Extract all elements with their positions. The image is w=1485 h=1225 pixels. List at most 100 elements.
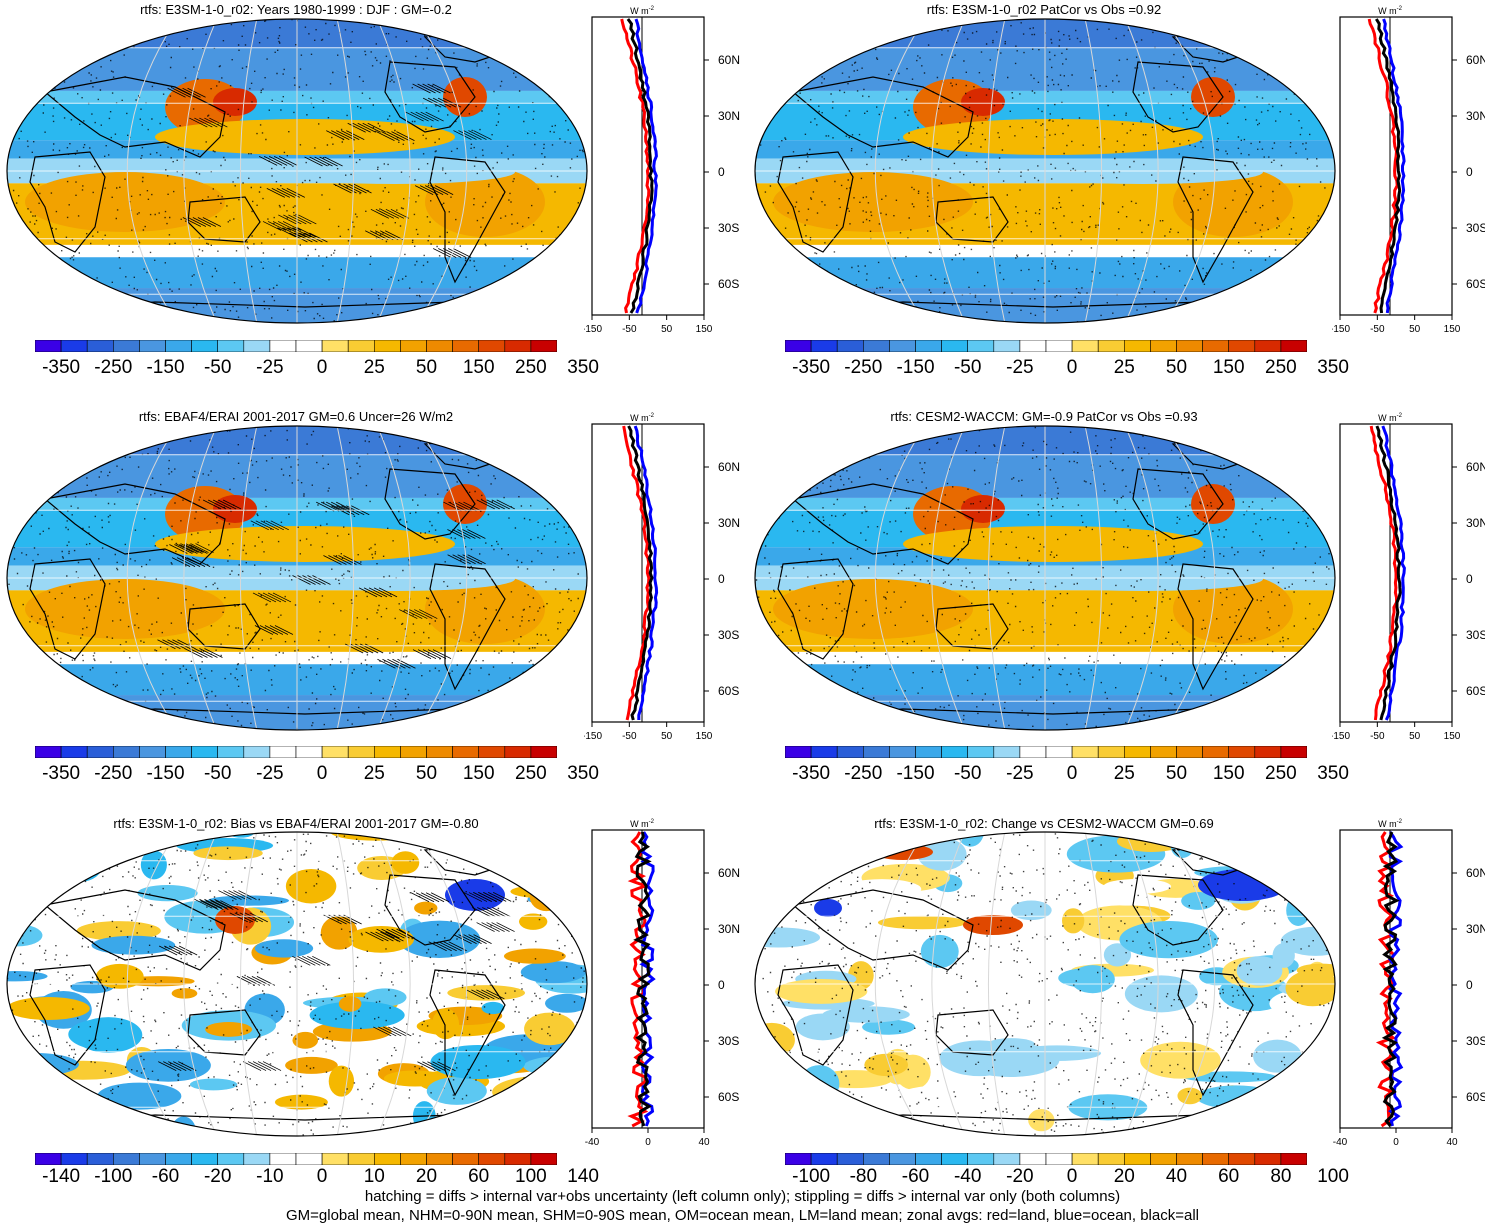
colorbar-tick-label: -100 bbox=[94, 1166, 133, 1187]
robinson-map bbox=[754, 831, 1336, 1137]
lat-tick-label: 30N bbox=[718, 516, 740, 530]
lat-tick-label: 0 bbox=[718, 572, 725, 586]
colorbar-tick-label: -150 bbox=[896, 357, 935, 378]
colorbar-tick-label: 0 bbox=[1066, 1166, 1078, 1187]
lat-tick-label: 30S bbox=[1466, 221, 1485, 235]
colorbar-tick-label: 80 bbox=[1270, 1166, 1292, 1187]
profile-x-tick-label: -50 bbox=[622, 324, 637, 335]
land-zonal-curve bbox=[1367, 18, 1399, 314]
colorbar-tick-label: 150 bbox=[1212, 357, 1245, 378]
lat-tick-label: 0 bbox=[1466, 572, 1473, 586]
colorbar-tick-label: -25 bbox=[1006, 357, 1034, 378]
colorbar-tick-label: 50 bbox=[1165, 357, 1188, 378]
profile-x-tick-label: -40 bbox=[585, 1137, 600, 1148]
profile-x-tick-label: 150 bbox=[1444, 324, 1461, 335]
colorbar-tick-label: -40 bbox=[953, 1166, 982, 1187]
profile-x-tick-label: -150 bbox=[1332, 324, 1350, 335]
colorbar-tick-label: 50 bbox=[1165, 763, 1188, 784]
colorbar bbox=[785, 340, 1307, 352]
lat-tick-label: 60N bbox=[718, 460, 740, 474]
panel-title: rtfs: E3SM-1-0_r02 PatCor vs Obs =0.92 bbox=[926, 2, 1162, 17]
zonal-mean-profile: W m-2 60N 30N 0 30S 60S -150 -50 50 150 bbox=[1332, 413, 1485, 742]
colorbar-tick-label: 140 bbox=[567, 1166, 599, 1187]
colorbar-tick-label: 0 bbox=[316, 763, 328, 784]
colorbar bbox=[785, 1153, 1307, 1165]
profile-x-tick-label: 40 bbox=[698, 1137, 710, 1148]
colorbar-tick-label: -150 bbox=[146, 763, 185, 784]
colorbar-tick-label: -50 bbox=[953, 357, 982, 378]
colorbar-tick-label: 20 bbox=[415, 1166, 438, 1187]
colorbar-tick-label: 25 bbox=[1113, 763, 1135, 784]
profile-x-tick-label: 50 bbox=[1409, 731, 1421, 742]
panel-title: rtfs: CESM2-WACCM: GM=-0.9 PatCor vs Obs… bbox=[890, 409, 1198, 424]
colorbar-labels: -350 -250 -150 -50 -25 0 25 50 150 250 350 bbox=[785, 763, 1349, 785]
lat-tick-label: 0 bbox=[1466, 978, 1473, 992]
colorbar-tick-label: -50 bbox=[203, 763, 232, 784]
lat-tick-label: 60S bbox=[718, 1090, 739, 1104]
lat-tick-label: 30N bbox=[1466, 922, 1485, 936]
lat-tick-label: 30N bbox=[1466, 109, 1485, 123]
lat-tick-label: 30N bbox=[1466, 516, 1485, 530]
colorbar-tick-label: -350 bbox=[792, 763, 831, 784]
colorbar-tick-label: 350 bbox=[567, 357, 599, 378]
colorbar-tick-label: -250 bbox=[94, 357, 133, 378]
lat-tick-label: 60N bbox=[1466, 460, 1485, 474]
profile-unit: W m-2 bbox=[630, 6, 654, 16]
lat-tick-label: 30N bbox=[718, 109, 740, 123]
colorbar-tick-label: -20 bbox=[1006, 1166, 1034, 1187]
colorbar-tick-label: -100 bbox=[792, 1166, 831, 1187]
colorbar bbox=[35, 340, 557, 352]
profile-x-tick-label: -50 bbox=[1370, 324, 1385, 335]
colorbar-tick-label: -50 bbox=[953, 763, 982, 784]
colorbar-tick-label: -140 bbox=[42, 1166, 81, 1187]
panel-title: rtfs: E3SM-1-0_r02: Bias vs EBAF4/ERAI 2… bbox=[113, 816, 479, 831]
lat-tick-label: 60N bbox=[1466, 53, 1485, 67]
profile-unit: W m-2 bbox=[630, 819, 654, 829]
robinson-map bbox=[6, 18, 588, 324]
panel-title: rtfs: E3SM-1-0_r02: Years 1980-1999 : DJ… bbox=[140, 2, 452, 17]
lat-tick-label: 0 bbox=[718, 978, 725, 992]
colorbar-tick-label: -80 bbox=[849, 1166, 878, 1187]
colorbar-tick-label: 250 bbox=[1265, 763, 1297, 784]
lat-tick-label: 30N bbox=[718, 922, 740, 936]
lat-tick-label: 30S bbox=[718, 628, 739, 642]
colorbar-tick-label: -25 bbox=[256, 763, 284, 784]
colorbar-tick-label: -250 bbox=[94, 763, 133, 784]
all-zonal-curve bbox=[633, 831, 652, 1127]
ocean-zonal-curve bbox=[1382, 18, 1406, 314]
robinson-map bbox=[754, 18, 1336, 324]
colorbar-tick-label: 10 bbox=[363, 1166, 385, 1187]
robinson-map bbox=[6, 425, 588, 731]
colorbar-labels: -140 -100 -60 -20 -10 0 10 20 60 100 140 bbox=[35, 1166, 599, 1188]
colorbar bbox=[785, 746, 1307, 758]
lat-tick-label: 60N bbox=[718, 53, 740, 67]
profile-x-tick-label: -150 bbox=[1332, 731, 1350, 742]
profile-unit: W m-2 bbox=[630, 413, 654, 423]
profile-unit: W m-2 bbox=[1378, 6, 1402, 16]
colorbar-tick-label: 350 bbox=[567, 763, 599, 784]
profile-x-tick-label: 150 bbox=[1444, 731, 1461, 742]
profile-x-tick-label: 150 bbox=[696, 731, 713, 742]
colorbar-tick-label: 350 bbox=[1317, 763, 1349, 784]
colorbar-labels: -100 -80 -60 -40 -20 0 20 40 60 80 100 bbox=[785, 1166, 1349, 1188]
colorbar-labels: -350 -250 -150 -50 -25 0 25 50 150 250 350 bbox=[785, 357, 1349, 379]
profile-x-tick-label: -150 bbox=[584, 731, 602, 742]
land-zonal-curve bbox=[620, 18, 651, 314]
profile-x-tick-label: 50 bbox=[661, 731, 673, 742]
colorbar-tick-label: -50 bbox=[203, 357, 232, 378]
lat-tick-label: 60S bbox=[718, 277, 739, 291]
colorbar-tick-label: -150 bbox=[146, 357, 185, 378]
lat-tick-label: 30S bbox=[1466, 628, 1485, 642]
colorbar-tick-label: 50 bbox=[415, 357, 438, 378]
profile-x-tick-label: 150 bbox=[696, 324, 713, 335]
colorbar-tick-label: 350 bbox=[1317, 357, 1349, 378]
all-zonal-curve bbox=[626, 18, 654, 314]
lat-tick-label: 0 bbox=[1466, 165, 1473, 179]
ocean-zonal-curve bbox=[634, 18, 658, 314]
zonal-mean-profile: W m-2 60N 30N 0 30S 60S -150 -50 50 150 bbox=[1332, 6, 1485, 335]
panel-title: rtfs: EBAF4/ERAI 2001-2017 GM=0.6 Uncer=… bbox=[138, 409, 454, 424]
colorbar-tick-label: -60 bbox=[901, 1166, 930, 1187]
lat-tick-label: 60S bbox=[1466, 684, 1485, 698]
colorbar-tick-label: 0 bbox=[1066, 357, 1078, 378]
ocean-zonal-curve bbox=[639, 831, 656, 1127]
